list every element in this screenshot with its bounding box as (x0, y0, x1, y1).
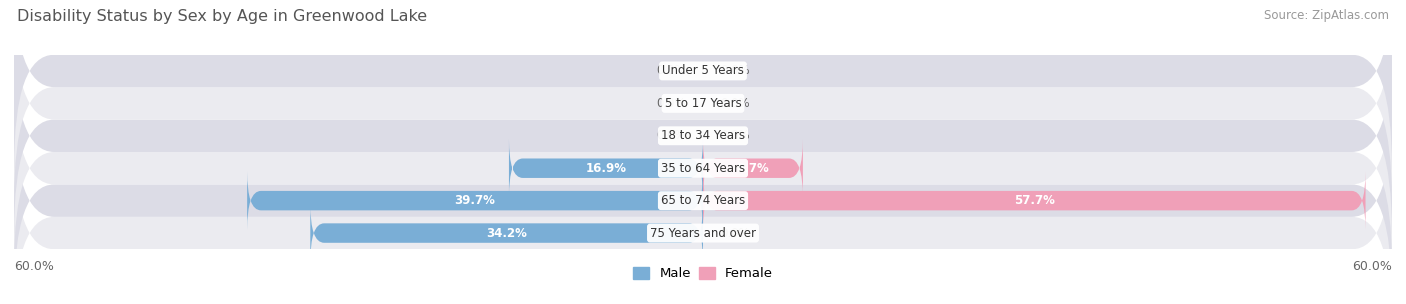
FancyBboxPatch shape (703, 171, 1365, 230)
Text: 0.0%: 0.0% (657, 97, 686, 110)
Text: 35 to 64 Years: 35 to 64 Years (661, 162, 745, 175)
Text: Disability Status by Sex by Age in Greenwood Lake: Disability Status by Sex by Age in Green… (17, 9, 427, 24)
Text: 75 Years and over: 75 Years and over (650, 226, 756, 240)
Legend: Male, Female: Male, Female (627, 261, 779, 285)
FancyBboxPatch shape (14, 39, 1392, 233)
FancyBboxPatch shape (14, 6, 1392, 201)
Text: 0.0%: 0.0% (720, 129, 749, 142)
Text: Under 5 Years: Under 5 Years (662, 64, 744, 78)
Text: 65 to 74 Years: 65 to 74 Years (661, 194, 745, 207)
FancyBboxPatch shape (703, 139, 803, 197)
Text: 16.9%: 16.9% (585, 162, 627, 175)
FancyBboxPatch shape (14, 136, 1392, 304)
Text: 60.0%: 60.0% (14, 260, 53, 273)
Text: 18 to 34 Years: 18 to 34 Years (661, 129, 745, 142)
Text: 34.2%: 34.2% (486, 226, 527, 240)
FancyBboxPatch shape (311, 204, 703, 262)
FancyBboxPatch shape (509, 139, 703, 197)
FancyBboxPatch shape (14, 71, 1392, 265)
Text: 57.7%: 57.7% (1014, 194, 1054, 207)
Text: 39.7%: 39.7% (454, 194, 495, 207)
FancyBboxPatch shape (14, 0, 1392, 168)
Text: 0.0%: 0.0% (657, 64, 686, 78)
FancyBboxPatch shape (247, 171, 703, 230)
Text: 0.0%: 0.0% (720, 226, 749, 240)
Text: 0.0%: 0.0% (720, 97, 749, 110)
Text: 5 to 17 Years: 5 to 17 Years (665, 97, 741, 110)
Text: 0.0%: 0.0% (720, 64, 749, 78)
Text: 8.7%: 8.7% (737, 162, 769, 175)
FancyBboxPatch shape (14, 103, 1392, 298)
Text: 0.0%: 0.0% (657, 129, 686, 142)
Text: Source: ZipAtlas.com: Source: ZipAtlas.com (1264, 9, 1389, 22)
Text: 60.0%: 60.0% (1353, 260, 1392, 273)
